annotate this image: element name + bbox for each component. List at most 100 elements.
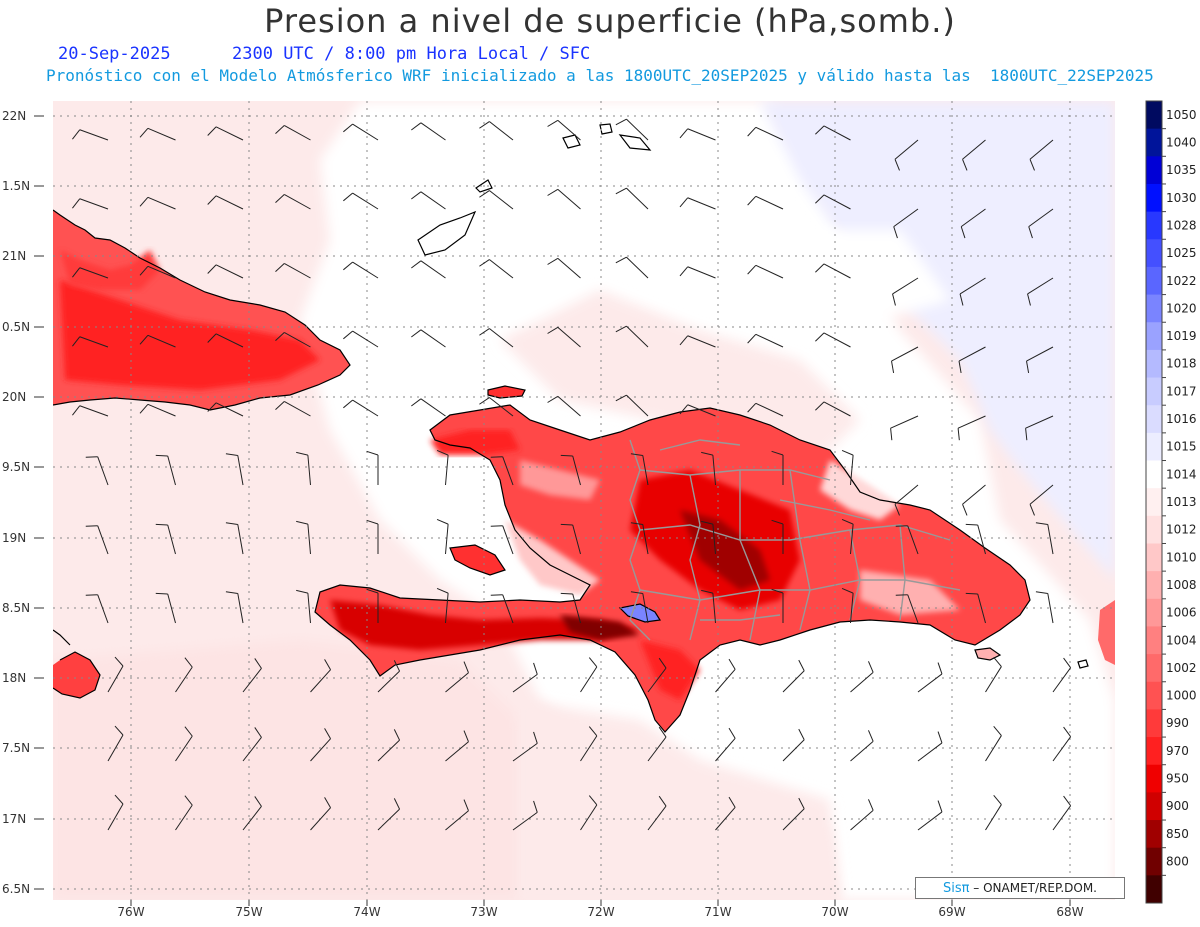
wind-barb-flag: [366, 588, 379, 594]
wind-barb-flag: [615, 256, 627, 264]
wind-barb-shaft: [147, 196, 176, 210]
lon-label: 72W: [587, 905, 614, 919]
wind-barb-flag: [815, 401, 825, 411]
wind-barb-shaft: [420, 398, 446, 417]
wind-barb-shaft: [647, 667, 667, 693]
longitude-axis: 76W 75W 74W 73W 72W 71W 70W 69W 68W: [117, 900, 1084, 919]
wind-barb-shaft: [894, 139, 919, 160]
wind-barb-shaft: [960, 208, 986, 228]
lon-label: 71W: [704, 905, 731, 919]
wind-barb-flag: [436, 587, 449, 594]
wind-barb-shaft: [647, 736, 667, 762]
wind-barb-shaft: [147, 334, 176, 348]
wind-barb-shaft: [572, 593, 581, 624]
wind-barb-flag: [771, 519, 784, 525]
wind-barb-flag: [479, 259, 490, 267]
wind-barb-shaft: [420, 122, 446, 141]
legend-level-label: 1000: [1166, 689, 1197, 703]
wind-barb-shaft: [97, 594, 109, 624]
wind-barb-shaft: [377, 670, 400, 693]
wind-barb-flag: [815, 125, 825, 135]
coastlines: [53, 123, 1089, 733]
legend-level-label: 1014: [1166, 467, 1197, 481]
wind-barb-shaft: [850, 809, 874, 831]
wind-barb-flag: [679, 197, 689, 208]
wind-barb-shaft: [642, 593, 649, 624]
lat-label: 9.5N: [2, 460, 30, 474]
wind-barb-flag: [275, 263, 285, 273]
wind-barb-flag: [701, 520, 713, 525]
pressure-legend: 1050 1040 1035 1030 1028 1025 1022 1020 1019 1018…: [1145, 100, 1197, 904]
legend-level-label: 1019: [1166, 329, 1197, 343]
wind-barb-flag: [1063, 795, 1072, 807]
wind-barb-flag: [225, 591, 238, 594]
wind-barb-shaft: [1029, 139, 1054, 160]
wind-barb-flag: [114, 725, 124, 736]
wind-barb-flag: [937, 800, 943, 813]
wind-barb-flag: [771, 450, 784, 456]
wind-barb-flag: [798, 659, 805, 672]
wind-barb-flag: [747, 264, 757, 275]
wind-barb-flag: [296, 451, 308, 456]
legend-swatch: [1146, 349, 1162, 379]
wind-barb-shaft: [352, 123, 379, 141]
wind-barb-flag: [1027, 293, 1031, 306]
wind-barb-flag: [296, 520, 308, 525]
legend-level-label: 1035: [1166, 163, 1197, 177]
wind-barb-shaft: [755, 402, 784, 417]
legend-level-label: 800: [1166, 855, 1189, 869]
wind-barb-shaft: [572, 524, 581, 555]
lat-label: 19N: [2, 531, 26, 545]
lat-label: 8.5N: [2, 601, 30, 615]
wind-barb-shaft: [917, 742, 943, 762]
wind-barb-flag: [1025, 428, 1028, 441]
legend-swatch: [1146, 211, 1162, 240]
wind-barb-shaft: [626, 118, 649, 141]
wind-barb-flag: [324, 728, 332, 739]
wind-barb-flag: [184, 795, 193, 806]
wind-barb-flag: [679, 266, 689, 277]
wind-barb-shaft: [242, 668, 262, 693]
wind-barb-shaft: [907, 594, 919, 624]
wind-barb-shaft: [957, 415, 986, 429]
wind-barb-flag: [479, 397, 490, 405]
wind-barb-flag: [841, 518, 854, 525]
wind-barb-flag: [139, 196, 149, 207]
wind-barb-shaft: [894, 484, 919, 505]
wind-barb-flag: [658, 657, 667, 669]
legend-swatch: [1146, 101, 1162, 130]
legend-level-label: 1025: [1166, 246, 1197, 260]
wind-barb-shaft: [167, 524, 176, 555]
wind-barb-shaft: [557, 119, 581, 141]
wind-barb-flag: [207, 126, 217, 136]
wind-barb-flag: [892, 293, 896, 306]
tortuga-island: [488, 386, 525, 398]
wind-barb-flag: [1063, 726, 1072, 738]
wind-barb-flag: [72, 129, 81, 140]
wind-barb-flag: [891, 360, 895, 373]
wind-barb-shaft: [850, 593, 854, 624]
wind-barb-shaft: [502, 594, 514, 624]
wind-barb-shaft: [959, 277, 986, 295]
wind-barb-flag: [479, 190, 490, 198]
wind-barb-shaft: [107, 665, 124, 693]
wind-barb-shaft: [557, 188, 581, 210]
wind-barb-shaft: [147, 403, 176, 417]
legend-level-label: 1018: [1166, 357, 1197, 371]
wind-barb-flag: [533, 662, 538, 675]
wind-barb-shaft: [626, 394, 649, 417]
wind-barb-flag: [254, 796, 262, 807]
wind-barb-flag: [207, 402, 217, 412]
legend-swatch: [1146, 294, 1162, 323]
wind-barb-shaft: [755, 264, 784, 279]
wind-barb-flag: [343, 399, 353, 409]
wind-barb-shaft: [642, 524, 649, 555]
legend-swatch: [1146, 764, 1162, 793]
legend-swatch: [1146, 820, 1162, 849]
wind-barb-flag: [275, 332, 285, 342]
wind-barb-shaft: [958, 346, 986, 362]
legend-level-label: 1050: [1166, 108, 1197, 122]
wind-barb-flag: [139, 334, 149, 345]
wind-barb-shaft: [687, 335, 716, 348]
wind-barb-flag: [155, 523, 168, 526]
